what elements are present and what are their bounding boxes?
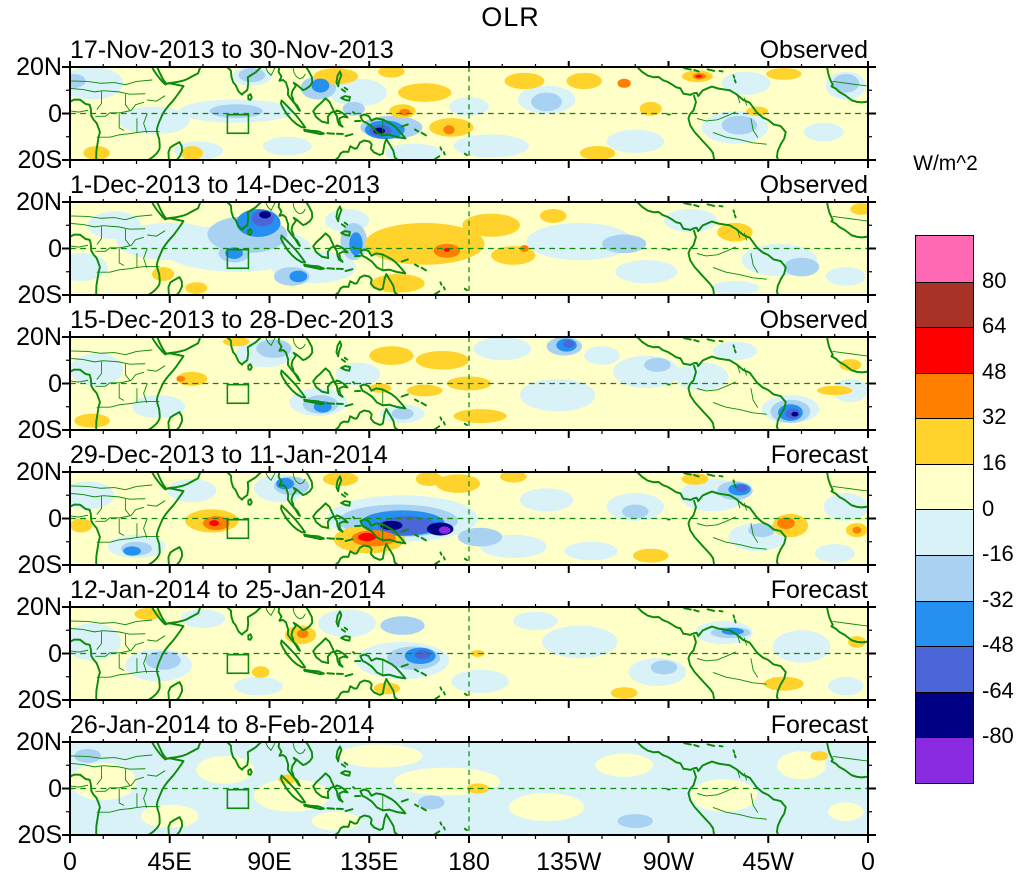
colorbar-swatch [916,691,973,738]
lat-label: 20S [17,551,62,579]
lon-label: 135W [536,848,602,876]
panel-source-label: Forecast [770,711,868,739]
lon-label: 135E [340,848,399,876]
colorbar-tick-label: 48 [982,358,1007,384]
panel-period-label: 1-Dec-2013 to 14-Dec-2013 [70,171,380,199]
lon-label: 90E [247,848,292,876]
colorbar-tick-label: 64 [982,313,1007,339]
colorbar-tick-label: 16 [982,449,1007,475]
panel-2-header: 1-Dec-2013 to 14-Dec-2013 Observed [70,171,868,199]
lat-label: 0 [48,774,62,803]
lat-label: 20N [16,323,62,351]
lon-label: 0 [63,848,77,876]
panel-source-label: Observed [759,36,868,64]
map-panel-5 [70,607,868,700]
map-panel-6 [70,742,868,835]
colorbar-tick-label: -32 [982,586,1014,612]
panel-6-header: 26-Jan-2014 to 8-Feb-2014 Forecast [70,711,868,739]
map-panel-4 [70,472,868,565]
colorbar-tick-label: -80 [982,723,1014,749]
colorbar-units-label: W/m^2 [913,152,978,175]
colorbar-swatch [916,463,973,510]
panel-period-label: 15-Dec-2013 to 28-Dec-2013 [70,306,394,334]
colorbar-tick-label: 0 [982,495,995,521]
lat-label: 20N [16,458,62,486]
lon-label: 45E [147,848,192,876]
panel-1-header: 17-Nov-2013 to 30-Nov-2013 Observed [70,36,868,64]
lat-label: 0 [48,234,62,263]
colorbar-tick-label: -16 [982,541,1014,567]
colorbar-swatch [916,372,973,419]
lat-label: 20S [17,416,62,444]
colorbar-tick-label: 32 [982,404,1007,430]
colorbar-swatch [916,418,973,464]
colorbar-swatch [916,555,973,601]
panel-source-label: Forecast [770,576,868,604]
panel-period-label: 29-Dec-2013 to 11-Jan-2014 [70,441,388,469]
colorbar-swatch [916,646,973,692]
lat-label: 20N [16,188,62,216]
lat-label: 0 [48,99,62,128]
colorbar-swatch [916,509,973,556]
lat-label: 20N [16,593,62,621]
lon-label: 45W [742,848,794,876]
panel-4-header: 29-Dec-2013 to 11-Jan-2014 Forecast [70,441,868,469]
panel-period-label: 26-Jan-2014 to 8-Feb-2014 [70,711,375,739]
colorbar-swatch [916,327,973,373]
panel-source-label: Observed [759,171,868,199]
map-panel-3 [70,337,868,430]
colorbar-swatch [916,737,973,783]
lat-label: 20N [16,53,62,81]
colorbar-swatch [916,600,973,647]
colorbar-swatches [915,235,974,784]
lon-label: 180 [448,848,490,876]
panel-5-header: 12-Jan-2014 to 25-Jan-2014 Forecast [70,576,868,604]
colorbar-swatch [916,281,973,328]
lon-label: 90W [642,848,695,876]
lat-label: 20S [17,281,62,309]
panel-source-label: Observed [759,306,868,334]
figure-title: OLR [481,2,540,32]
lat-label: 0 [48,639,62,668]
panel-period-label: 17-Nov-2013 to 30-Nov-2013 [70,36,394,64]
panel-3-header: 15-Dec-2013 to 28-Dec-2013 Observed [70,306,868,334]
panel-source-label: Forecast [770,441,868,469]
colorbar-tick-label: -64 [982,677,1014,703]
colorbar-tick-label: 80 [982,267,1007,293]
lon-label: 0 [861,848,875,876]
lat-label: 20S [17,821,62,849]
panel-period-label: 12-Jan-2014 to 25-Jan-2014 [70,576,386,604]
lat-label: 0 [48,369,62,398]
lat-label: 0 [48,504,62,533]
map-panel-2 [70,202,868,295]
colorbar-swatch [916,236,973,282]
colorbar-tick-label: -48 [982,632,1014,658]
lat-label: 20S [17,146,62,174]
map-panel-1 [70,67,868,160]
lat-label: 20S [17,686,62,714]
lat-label: 20N [16,728,62,756]
